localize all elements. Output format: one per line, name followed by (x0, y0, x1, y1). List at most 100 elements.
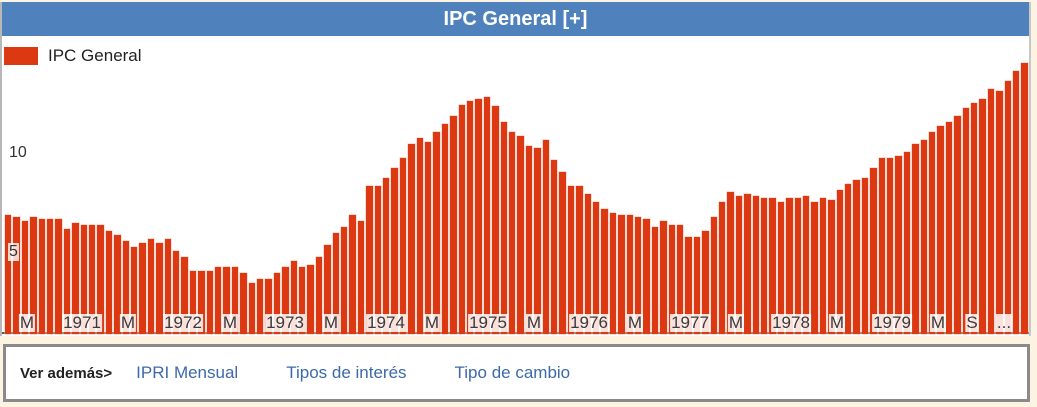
bar-1974-05[interactable] (441, 124, 449, 334)
bar-1975-07[interactable] (559, 171, 566, 334)
bar-1978-06[interactable] (853, 179, 860, 334)
bar-1973-07[interactable] (357, 221, 365, 334)
bar-1971-08[interactable] (164, 239, 171, 334)
bar-1973-01[interactable] (307, 264, 314, 334)
bar-1972-04[interactable] (231, 266, 239, 334)
bar-1980-02[interactable] (1021, 62, 1028, 334)
bar-1973-09[interactable] (374, 185, 381, 334)
bar-1978-01[interactable] (811, 201, 818, 334)
bar-1980-01[interactable] (1013, 70, 1020, 334)
bar-1972-08[interactable] (265, 278, 272, 334)
bar-1972-02[interactable] (215, 266, 222, 334)
link-tipo-de-cambio[interactable]: Tipo de cambio (454, 363, 571, 382)
bar-1979-02[interactable] (920, 140, 927, 334)
bar-1977-05[interactable] (744, 193, 751, 334)
bar-1979-12[interactable] (1004, 80, 1011, 334)
bar-1974-12[interactable] (500, 122, 507, 334)
bar-1970-01[interactable] (5, 215, 12, 334)
bar-1975-02[interactable] (517, 136, 524, 334)
bar-1978-03[interactable] (828, 199, 835, 334)
bar-1972-12[interactable] (299, 266, 306, 334)
bar-1978-12[interactable] (903, 152, 911, 334)
bar-1970-11[interactable] (89, 225, 96, 334)
bar-1974-11[interactable] (492, 106, 499, 334)
bar-1977-04[interactable] (735, 195, 743, 334)
bar-1971-06[interactable] (147, 239, 155, 334)
bar-1972-03[interactable] (223, 266, 230, 334)
bar-1971-02[interactable] (114, 235, 121, 334)
bar-1974-08[interactable] (467, 100, 474, 334)
bar-1977-08[interactable] (769, 197, 776, 334)
bar-1972-11[interactable] (290, 260, 297, 334)
bar-1974-03[interactable] (425, 142, 432, 334)
bar-1978-02[interactable] (819, 197, 827, 334)
bar-1975-05[interactable] (542, 140, 549, 334)
bar-1971-03[interactable] (122, 241, 129, 334)
bar-1979-01[interactable] (912, 144, 919, 334)
bar-1977-07[interactable] (761, 197, 768, 334)
bar-1971-05[interactable] (139, 243, 146, 334)
bar-1975-11[interactable] (593, 201, 600, 334)
bar-1975-12[interactable] (601, 209, 608, 334)
bar-1979-03[interactable] (929, 132, 936, 334)
bar-1973-08[interactable] (366, 185, 373, 334)
bar-1977-02[interactable] (719, 201, 726, 334)
bar-1974-06[interactable] (450, 116, 457, 334)
bar-1976-05[interactable] (643, 219, 650, 334)
bar-1979-08[interactable] (971, 102, 978, 334)
bar-1971-07[interactable] (156, 243, 163, 334)
bar-1976-06[interactable] (651, 227, 659, 334)
bar-1976-01[interactable] (609, 213, 617, 334)
bar-1970-03[interactable] (21, 221, 29, 334)
bar-1975-10[interactable] (584, 193, 591, 334)
bar-1971-01[interactable] (105, 231, 113, 334)
bar-1979-11[interactable] (996, 90, 1003, 334)
bar-1976-04[interactable] (635, 217, 642, 334)
bar-1974-02[interactable] (416, 138, 423, 334)
bar-1976-02[interactable] (618, 215, 625, 334)
bar-1970-07[interactable] (55, 219, 62, 334)
bar-1978-09[interactable] (878, 157, 885, 334)
bar-1972-06[interactable] (248, 282, 255, 334)
bar-1970-10[interactable] (80, 225, 87, 334)
bar-1976-12[interactable] (702, 231, 709, 334)
bar-1974-04[interactable] (433, 132, 440, 334)
bar-1976-10[interactable] (685, 237, 692, 334)
bar-1971-11[interactable] (189, 270, 197, 334)
bar-1977-10[interactable] (786, 197, 793, 334)
bar-1970-02[interactable] (13, 217, 20, 334)
bar-1974-01[interactable] (408, 144, 415, 334)
bar-1976-03[interactable] (626, 215, 633, 334)
bar-1976-09[interactable] (677, 225, 684, 334)
bar-1978-05[interactable] (845, 183, 852, 334)
bar-1979-04[interactable] (937, 126, 944, 334)
bar-1976-08[interactable] (668, 225, 675, 334)
bar-1979-09[interactable] (979, 98, 986, 334)
bar-1975-08[interactable] (567, 185, 575, 334)
link-ipri-mensual[interactable]: IPRI Mensual (136, 363, 239, 382)
bar-1974-07[interactable] (458, 104, 465, 334)
bar-1972-05[interactable] (240, 272, 247, 334)
bar-1975-03[interactable] (525, 146, 533, 334)
bar-1976-07[interactable] (660, 221, 667, 334)
bar-1971-09[interactable] (173, 251, 180, 334)
bar-1978-10[interactable] (887, 157, 894, 334)
bar-1970-05[interactable] (38, 219, 45, 334)
bar-1977-01[interactable] (710, 217, 717, 334)
bar-1978-04[interactable] (836, 189, 843, 334)
bar-1970-09[interactable] (72, 223, 79, 334)
bar-1977-12[interactable] (803, 195, 810, 334)
bar-1973-02[interactable] (315, 256, 323, 334)
bar-1973-03[interactable] (324, 245, 331, 334)
bar-1970-12[interactable] (97, 225, 104, 334)
bar-1978-08[interactable] (870, 167, 877, 334)
bar-1972-01[interactable] (206, 270, 213, 334)
bar-1975-04[interactable] (534, 148, 541, 334)
bar-1971-12[interactable] (198, 270, 205, 334)
bar-1973-04[interactable] (332, 233, 339, 334)
bar-1979-10[interactable] (987, 88, 995, 334)
bar-1971-10[interactable] (181, 256, 188, 334)
bar-1973-06[interactable] (349, 215, 356, 334)
bar-1976-11[interactable] (693, 237, 701, 334)
bar-1979-05[interactable] (945, 122, 953, 334)
